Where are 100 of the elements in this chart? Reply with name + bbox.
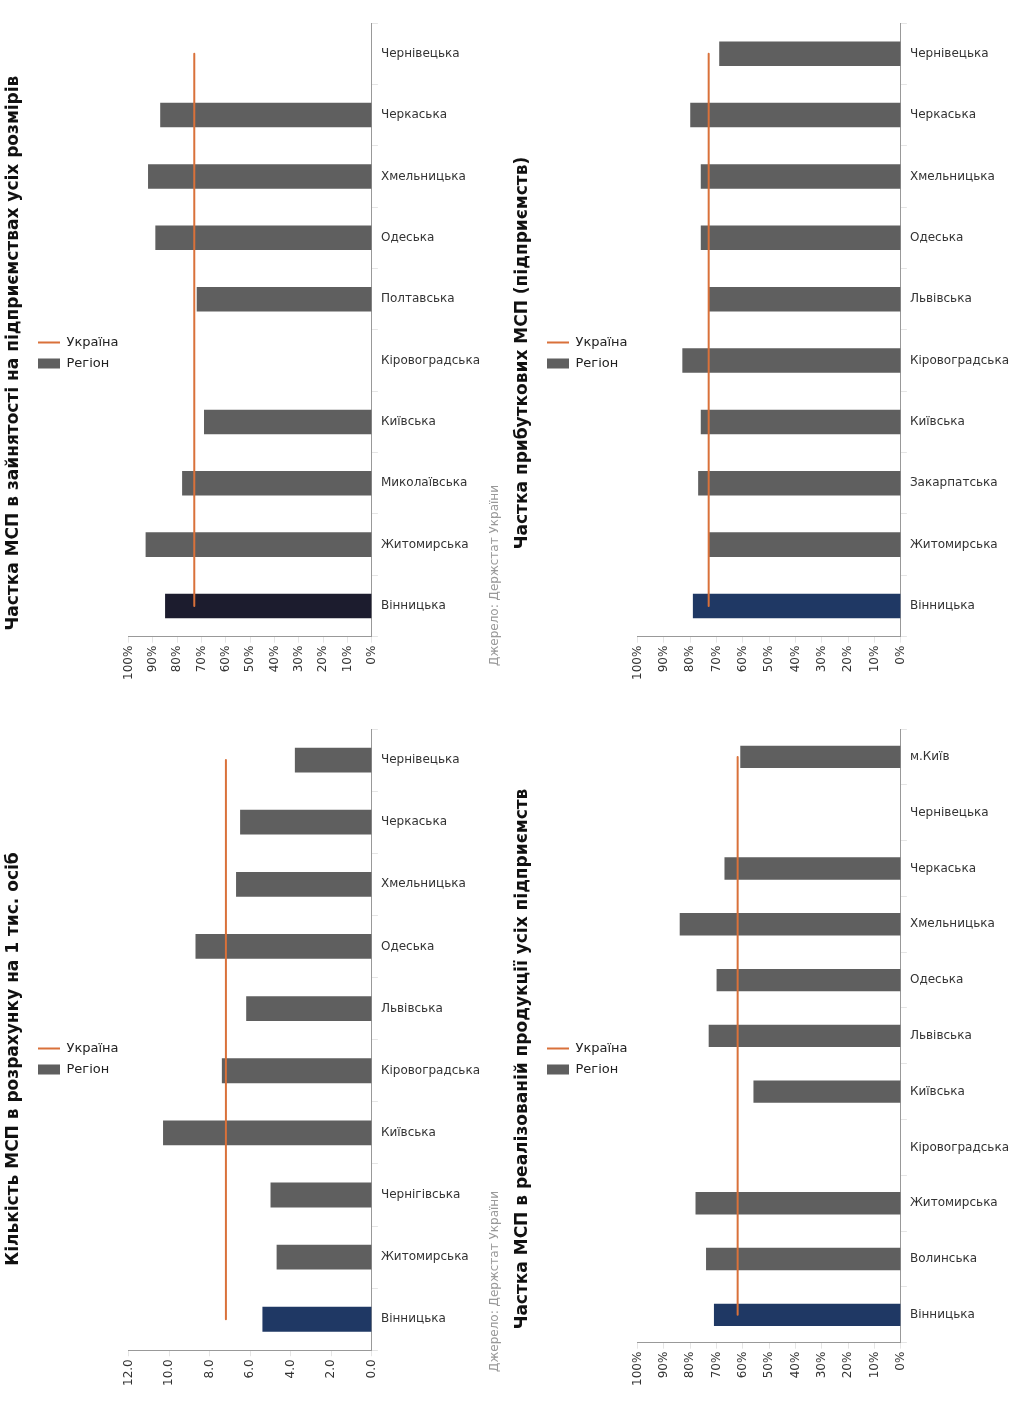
bar xyxy=(716,968,901,992)
bar xyxy=(221,1058,372,1084)
bar xyxy=(713,1303,901,1326)
y-tick-label: Одеська xyxy=(909,972,964,987)
x-tick-label: 50% xyxy=(242,645,257,673)
bar xyxy=(708,532,901,557)
y-tick-label: Миколаївська xyxy=(380,475,468,490)
x-tick-label: 100% xyxy=(120,645,135,681)
x-tick-label: 40% xyxy=(787,1351,802,1379)
legend-label: Україна xyxy=(575,1039,628,1055)
text: Джерело: Держстат України xyxy=(487,485,502,666)
x-tick-label: 50% xyxy=(761,1351,776,1379)
bar xyxy=(160,102,372,128)
legend-label: Регіон xyxy=(66,1060,110,1076)
legend-label: Регіон xyxy=(575,354,619,370)
y-tick-label: Вінницька xyxy=(380,598,446,613)
text: Частка МСП в реалізованій продукції усіх підприємств xyxy=(511,788,532,1330)
y-tick-label: Чернігівська xyxy=(380,1187,461,1202)
legend-label: Україна xyxy=(575,333,628,349)
x-tick-label: 60% xyxy=(218,645,233,673)
bar xyxy=(692,593,901,619)
bar xyxy=(708,286,901,312)
x-tick-label: 40% xyxy=(787,645,802,673)
x-tick-label: 50% xyxy=(761,645,776,673)
y-tick-label: Чернівецька xyxy=(909,45,989,60)
y-tick-label: Київська xyxy=(909,1083,965,1098)
y-tick-label: Хмельницька xyxy=(909,916,995,931)
bar xyxy=(145,532,372,557)
bar xyxy=(240,809,372,835)
y-tick-label: Київська xyxy=(380,414,436,429)
x-tick-label: 90% xyxy=(656,645,671,673)
x-tick-label: 6.0 xyxy=(242,1359,257,1379)
y-tick-label: Черкаська xyxy=(909,107,977,122)
y-tick-label: Волинська xyxy=(909,1251,978,1266)
y-tick-label: Чернівецька xyxy=(380,45,460,60)
x-tick-label: 70% xyxy=(708,1351,723,1379)
text: Частка прибуткових МСП (підприємств) xyxy=(511,156,532,550)
y-tick-label: Житомирська xyxy=(380,536,469,551)
x-tick-label: 10.0 xyxy=(161,1359,176,1386)
bar xyxy=(276,1244,372,1270)
y-tick-label: Київська xyxy=(380,1124,436,1139)
x-tick-label: 12.0 xyxy=(120,1359,135,1386)
bar xyxy=(155,225,372,251)
x-tick-label: 60% xyxy=(735,645,750,673)
bar xyxy=(698,471,901,496)
x-tick-label: 0% xyxy=(364,645,379,665)
y-tick-label: Одеська xyxy=(909,229,964,244)
x-tick-label: 70% xyxy=(708,645,723,673)
y-tick-label: Львівська xyxy=(909,291,972,306)
bar xyxy=(262,1306,372,1332)
bar xyxy=(195,934,372,959)
x-tick-label: 90% xyxy=(145,645,160,673)
x-tick-label: 100% xyxy=(629,1351,644,1387)
y-tick-label: Кіровоградська xyxy=(909,352,1010,367)
bar xyxy=(700,164,901,189)
legend-label: Регіон xyxy=(66,354,110,370)
bar xyxy=(182,471,372,496)
y-tick-label: Чернівецька xyxy=(380,752,460,767)
bar xyxy=(695,1192,901,1215)
y-tick-label: Кіровоградська xyxy=(380,1062,481,1077)
bar xyxy=(204,409,372,435)
x-tick-label: 20% xyxy=(840,1351,855,1379)
y-tick-label: Одеська xyxy=(380,938,435,953)
bar xyxy=(165,593,372,619)
x-tick-label: 80% xyxy=(682,645,697,673)
x-tick-label: 0.0 xyxy=(364,1359,379,1379)
y-tick-label: Черкаська xyxy=(380,107,448,122)
y-tick-label: Вінницька xyxy=(909,598,975,613)
x-tick-label: 40% xyxy=(266,645,281,673)
x-tick-label: 20% xyxy=(840,645,855,673)
y-tick-label: Житомирська xyxy=(380,1249,469,1264)
x-tick-label: 60% xyxy=(735,1351,750,1379)
x-tick-label: 4.0 xyxy=(282,1359,297,1379)
bar xyxy=(236,871,372,897)
x-tick-label: 10% xyxy=(339,645,354,673)
y-tick-label: Хмельницька xyxy=(380,876,466,891)
y-tick-label: Житомирська xyxy=(909,1195,998,1210)
y-tick-label: Хмельницька xyxy=(909,168,995,183)
y-tick-label: Львівська xyxy=(909,1027,972,1042)
text: Кількість МСП в розрахунку на 1 тис. осіб xyxy=(2,852,23,1266)
bar xyxy=(148,164,372,189)
y-tick-label: Полтавська xyxy=(380,291,455,306)
text: Частка МСП в зайнятості на підприємствах усіх розмірів xyxy=(2,75,23,631)
bar xyxy=(724,857,901,880)
y-tick-label: Кіровоградська xyxy=(909,1139,1010,1154)
legend-label: Україна xyxy=(66,1039,119,1055)
legend-label: Регіон xyxy=(575,1060,619,1076)
y-tick-label: Київська xyxy=(909,414,965,429)
bar xyxy=(246,996,372,1021)
y-tick-label: Вінницька xyxy=(380,1311,446,1326)
x-tick-label: 10% xyxy=(866,645,881,673)
x-tick-label: 10% xyxy=(866,1351,881,1379)
bar xyxy=(682,348,901,373)
x-tick-label: 80% xyxy=(682,1351,697,1379)
bar xyxy=(708,1024,901,1048)
bar xyxy=(294,747,372,773)
x-tick-label: 0% xyxy=(893,1351,908,1371)
x-tick-label: 0% xyxy=(893,645,908,665)
bar xyxy=(700,225,901,251)
y-tick-label: Львівська xyxy=(380,1000,443,1015)
